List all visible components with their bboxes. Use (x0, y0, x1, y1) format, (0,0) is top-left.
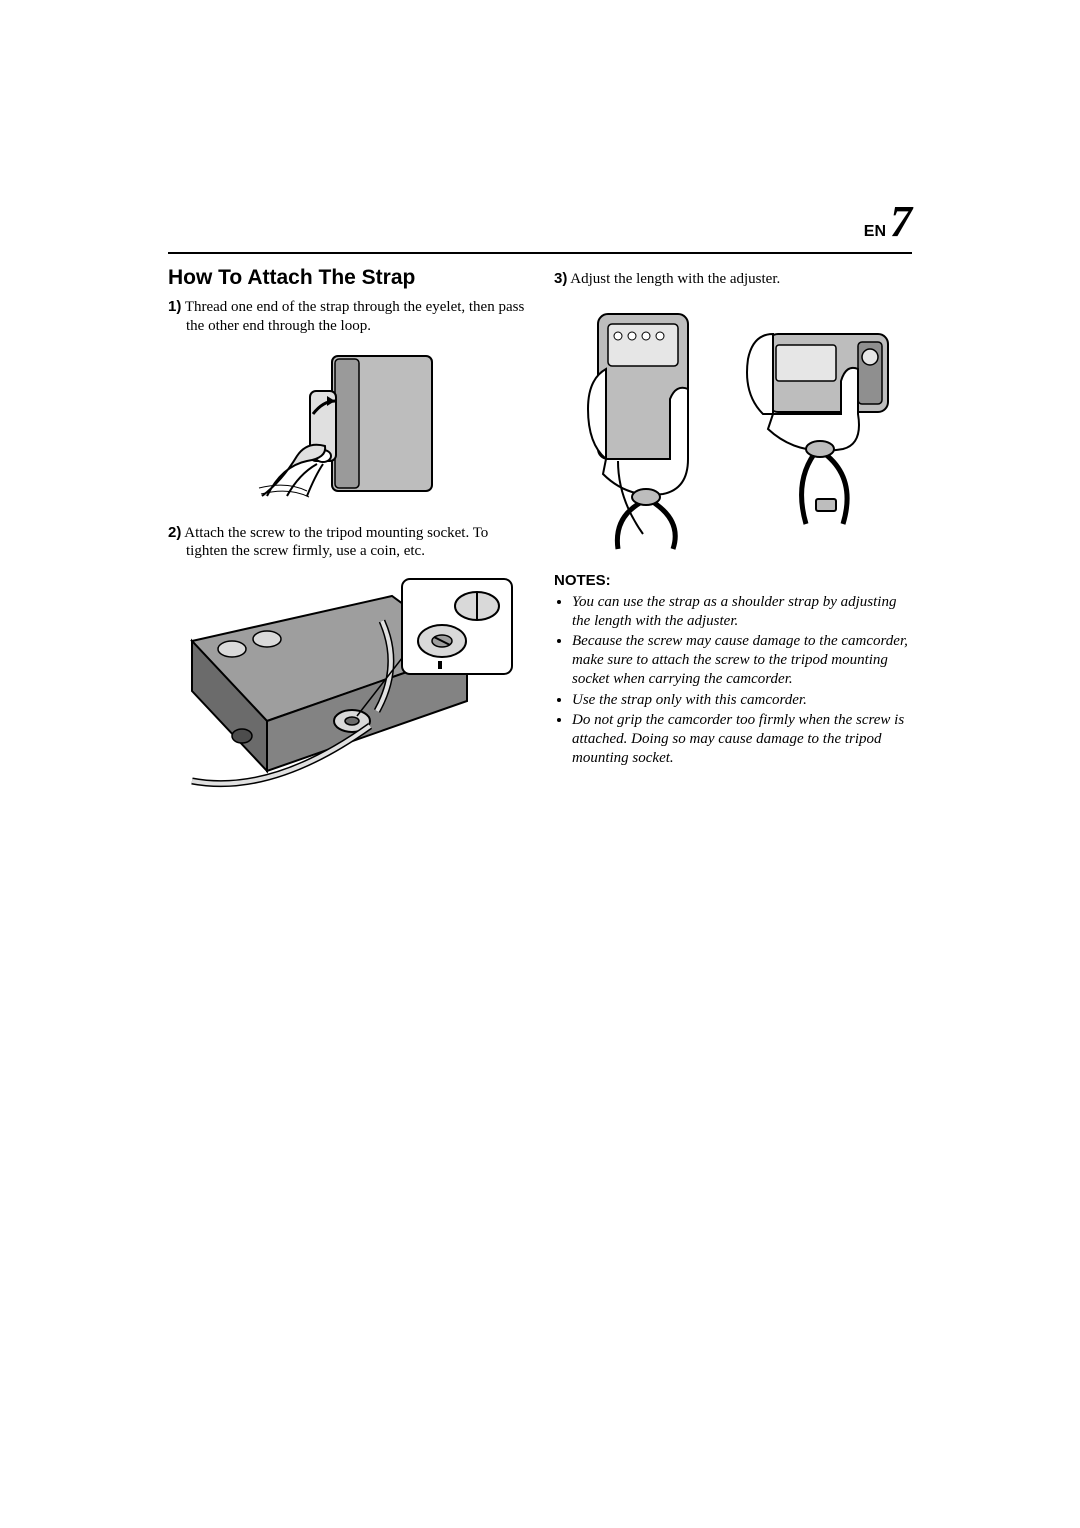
section-title: How To Attach The Strap (168, 266, 526, 290)
header-rule (168, 252, 912, 254)
right-column: 3) Adjust the length with the adjuster. (554, 264, 912, 819)
note-item: Because the screw may cause damage to th… (572, 632, 912, 688)
note-item: Do not grip the camcorder too firmly whe… (572, 711, 912, 767)
step-text: Attach the screw to the tripod mounting … (184, 525, 488, 560)
note-item: Use the strap only with this camcorder. (572, 691, 912, 710)
step-1: 1) Thread one end of the strap through t… (168, 298, 526, 336)
page-header: EN7 (168, 200, 912, 244)
page-number: 7 (890, 197, 912, 246)
page-lang-label: EN (864, 223, 886, 240)
manual-page: EN7 How To Attach The Strap 1) Thread on… (0, 0, 1080, 1528)
strap-eyelet-illustration (247, 346, 447, 506)
step-number: 3) (554, 270, 567, 287)
notes-list: You can use the strap as a shoulder stra… (554, 593, 912, 768)
two-column-layout: How To Attach The Strap 1) Thread one en… (168, 264, 912, 819)
note-item: You can use the strap as a shoulder stra… (572, 593, 912, 631)
step-number: 2) (168, 524, 181, 541)
step-3: 3) Adjust the length with the adjuster. (554, 270, 912, 289)
step-text: Adjust the length with the adjuster. (570, 271, 780, 287)
tripod-screw-illustration (172, 571, 522, 801)
notes-heading: NOTES: (554, 572, 912, 589)
step-text: Thread one end of the strap through the … (185, 299, 524, 334)
step-2: 2) Attach the screw to the tripod mounti… (168, 524, 526, 562)
hand-holding-illustration (558, 299, 908, 554)
left-column: How To Attach The Strap 1) Thread one en… (168, 264, 526, 819)
step-number: 1) (168, 298, 181, 315)
